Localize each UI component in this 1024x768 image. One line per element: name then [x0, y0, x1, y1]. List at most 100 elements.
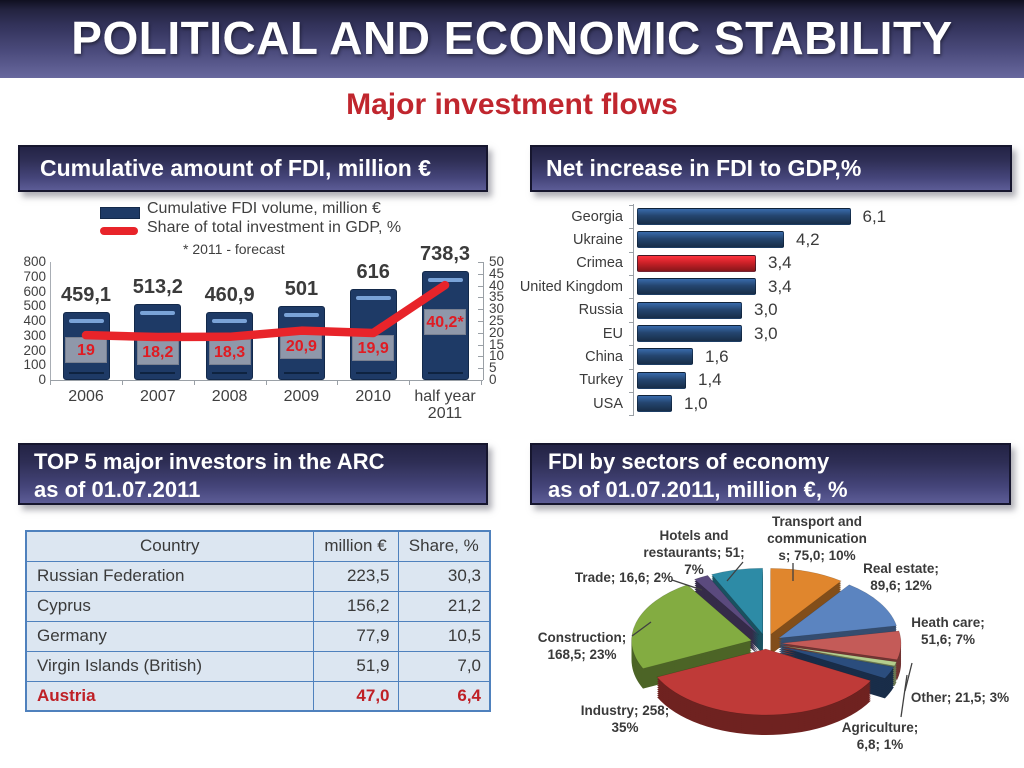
pie-leader-construction: [631, 621, 652, 637]
bar-russia: [637, 301, 742, 319]
column-header-country: Country: [25, 530, 314, 562]
category-axis-tick: [629, 298, 633, 300]
pie-label-heath-care: Heath care; 51,6; 7%: [911, 615, 985, 647]
bar-highlight-stripe: [355, 296, 391, 301]
left-axis-label: 700: [23, 268, 46, 284]
bar-eu: [637, 325, 742, 342]
column-header-share: Share, %: [397, 530, 491, 562]
category-axis-line: [633, 204, 634, 416]
pie-leader-agriculture: [900, 674, 908, 718]
right-axis-tick: [478, 356, 483, 358]
right-axis-tick: [478, 380, 483, 381]
pie-label-other: Other; 21,5; 3%: [910, 690, 1010, 705]
cell-value: 156,2: [312, 590, 399, 622]
right-axis-label: 50: [489, 254, 505, 269]
pie-svg: [631, 561, 913, 735]
cell-value: 77,9: [312, 620, 399, 652]
cell-value: 223,5: [312, 560, 399, 592]
pie-leader-other: [904, 662, 913, 692]
table-row-germany: Germany 77,9 10,5: [25, 620, 491, 652]
pie-label-agriculture: Agriculture; 6,8; 1%: [841, 720, 919, 752]
category-label-crimea: Crimea: [576, 255, 623, 272]
category-label: 2010: [355, 388, 391, 405]
pie-label-industry: Industry; 258; 35%: [580, 703, 670, 735]
bar-bottom-stripe: [283, 371, 319, 374]
bar-value-label: 501: [284, 278, 319, 301]
panel-title-cumulative-fdi-text: Cumulative amount of FDI, million €: [40, 155, 432, 181]
bar-united-kingdom: [637, 278, 756, 296]
left-axis-label: 800: [23, 254, 46, 269]
category-axis-tick: [629, 368, 633, 370]
category-label-eu: EU: [602, 325, 623, 342]
bar-usa: [637, 395, 672, 413]
bar-ukraine: [637, 231, 784, 249]
category-label: 2006: [68, 388, 104, 405]
cell-value: 21,2: [397, 590, 491, 622]
column-header-million: million €: [312, 530, 399, 562]
category-label-russia: Russia: [578, 302, 623, 319]
legend-bar-swatch: [100, 207, 140, 219]
left-axis-label: 300: [23, 327, 46, 343]
pie-slice-construction: [631, 584, 753, 669]
panel-title-sectors: FDI by sectors of economy as of 01.07.20…: [530, 443, 1011, 505]
table-row-russian-federation: Russian Federation 223,5 30,3: [25, 560, 491, 592]
bar-crimea: [637, 254, 756, 272]
bar-value-label: 616: [356, 261, 390, 284]
category-axis-tick: [629, 345, 633, 347]
x-axis-tick: [409, 380, 411, 385]
pie-slice-trade: [693, 575, 760, 636]
category-axis-tick: [629, 228, 633, 230]
category-axis-tick: [629, 321, 633, 323]
pie-slice-agriculture: [780, 645, 898, 667]
cell-value: 10,5: [397, 620, 491, 652]
panel-title-sectors-line1: FDI by sectors of economy: [548, 449, 830, 474]
x-axis-tick: [265, 380, 267, 385]
bar-value-label: 3,0: [754, 323, 778, 343]
x-axis-tick: [480, 380, 482, 385]
bar-value-label: 459,1: [60, 284, 112, 307]
left-axis-line: [50, 262, 51, 380]
right-axis-label: 25: [489, 313, 505, 328]
bar-bottom-stripe: [212, 371, 248, 374]
panel-title-sectors-line2: as of 01.07.2011, million €, %: [548, 477, 848, 502]
right-axis-label: 20: [489, 324, 505, 340]
category-label-georgia: Georgia: [571, 208, 623, 225]
right-axis-label: 45: [489, 265, 505, 281]
left-axis-label: 100: [23, 357, 46, 373]
cell-value: 51,9: [312, 650, 399, 682]
right-axis-label: 10: [489, 348, 505, 364]
left-axis-label: 400: [23, 313, 46, 328]
slide-title: POLITICAL AND ECONOMIC STABILITY: [71, 12, 953, 64]
bar-value-label: 738,3: [419, 243, 471, 266]
table-header-row: Country million € Share, %: [25, 530, 491, 562]
panel-title-net-increase-text: Net increase in FDI to GDP,%: [546, 155, 862, 181]
pie-leader-hotels-and-restaurants: [726, 561, 744, 582]
category-label: 2008: [211, 388, 248, 405]
pie-label-transport-and-communications: Transport and communication s; 75,0; 10%: [767, 514, 867, 563]
cell-value: 7,0: [397, 650, 491, 682]
right-axis-tick: [478, 344, 483, 346]
right-axis-tick: [478, 332, 483, 334]
panel-title-top5-investors: TOP 5 major investors in the ARC as of 0…: [18, 443, 488, 505]
bar-value-label: 3,0: [754, 300, 778, 320]
cell-country: Virgin Islands (British): [25, 650, 314, 682]
bar-bottom-stripe: [427, 371, 463, 374]
fdi-sectors-pie-chart: Transport and communication s; 75,0; 10% Re…: [530, 505, 1024, 768]
bar-highlight-stripe: [283, 313, 319, 318]
left-axis-label: 0: [38, 372, 46, 387]
cell-country: Germany: [25, 620, 314, 652]
legend-bar-label: Cumulative FDI volume, million €: [147, 200, 381, 217]
slide-subtitle: Major investment flows: [346, 88, 678, 121]
right-axis-tick: [478, 285, 483, 287]
category-axis-tick: [629, 275, 633, 276]
panel-title-top5-line1: TOP 5 major investors in the ARC: [34, 449, 385, 474]
category-label-turkey: Turkey: [579, 372, 623, 389]
cell-value: 47,0: [312, 680, 399, 712]
cell-country: Austria: [25, 680, 314, 712]
share-value-box: 40,2*: [424, 309, 466, 336]
table-row-virgin-islands-british: Virgin Islands (British) 51,9 7,0: [25, 650, 491, 682]
net-increase-chart: Georgia 6,1 Ukraine 4,2 Crimea 3,4 United King…: [500, 200, 1024, 430]
x-axis-tick: [121, 380, 123, 385]
category-label-china: China: [585, 348, 623, 365]
